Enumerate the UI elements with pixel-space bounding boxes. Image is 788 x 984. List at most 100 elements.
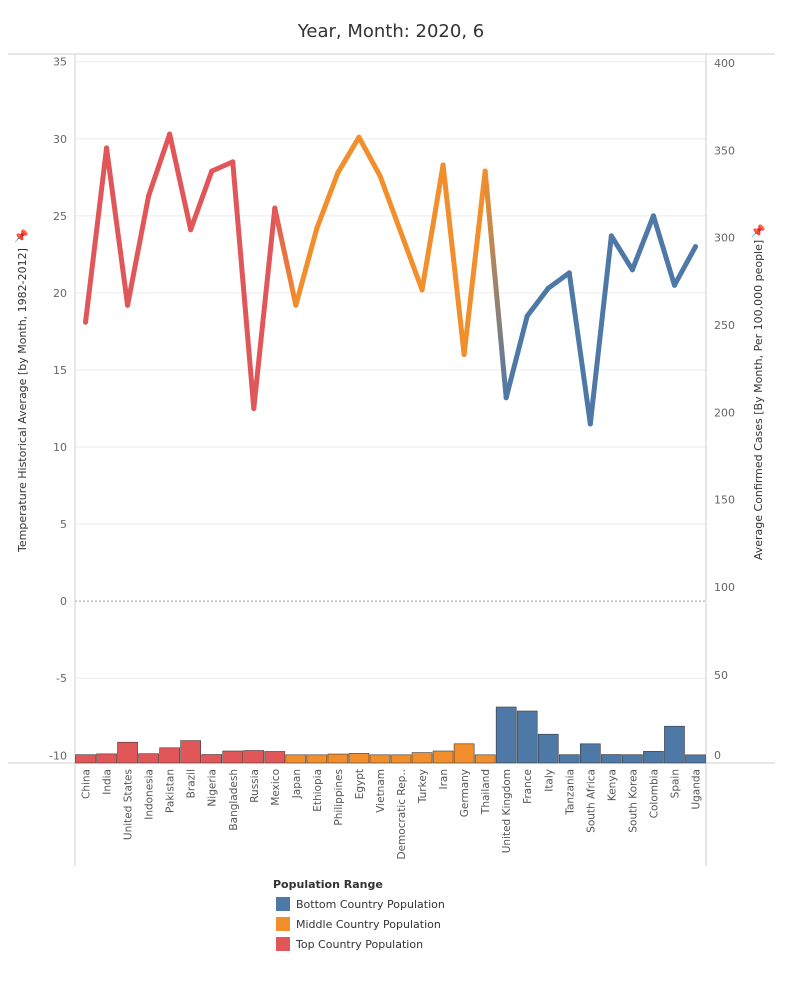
line-segment xyxy=(398,230,425,293)
line-segment xyxy=(356,134,383,179)
bar xyxy=(117,741,138,764)
bar xyxy=(411,752,433,764)
line-point xyxy=(188,227,194,233)
bar xyxy=(622,754,643,764)
line-segment xyxy=(377,173,404,236)
category-label: Philippines xyxy=(333,769,345,826)
line-segment xyxy=(629,213,656,273)
chart-title: Year, Month: 2020, 6 xyxy=(297,21,484,42)
category-label: Colombia xyxy=(648,769,660,818)
left-tick-label: 10 xyxy=(53,441,67,454)
bar xyxy=(390,754,412,764)
line-point xyxy=(419,287,425,293)
line-segment xyxy=(146,131,173,199)
line-point xyxy=(167,131,173,137)
bar xyxy=(201,754,223,764)
category-label: Vietnam xyxy=(375,769,387,813)
line-point xyxy=(272,205,278,211)
grid xyxy=(75,61,706,756)
line-point xyxy=(377,173,383,179)
category-label: Nigeria xyxy=(207,769,219,807)
bar xyxy=(664,725,685,764)
line-segment xyxy=(272,205,299,308)
bar xyxy=(264,751,286,764)
right-tick-label: 200 xyxy=(714,406,735,419)
line-segment xyxy=(440,162,467,358)
category-label: Japan xyxy=(291,769,303,799)
bar xyxy=(96,753,117,764)
line-point xyxy=(440,162,446,168)
category-label: South Africa xyxy=(585,769,597,833)
bar xyxy=(180,740,202,764)
right-tick-label: 300 xyxy=(714,232,735,245)
bars xyxy=(75,706,706,764)
line-segment xyxy=(419,162,446,293)
line-point xyxy=(587,421,593,427)
category-label: Russia xyxy=(249,769,261,803)
category-label: China xyxy=(81,769,93,799)
left-tick-label: -5 xyxy=(56,672,67,685)
line-point xyxy=(629,267,635,273)
category-label: Tanzania xyxy=(564,769,576,816)
pin-icon[interactable]: 📌 xyxy=(751,223,766,238)
line-point xyxy=(482,168,488,174)
line-segment xyxy=(209,159,236,174)
pin-icon[interactable]: 📌 xyxy=(14,228,29,243)
temperature-line xyxy=(83,131,698,427)
bar xyxy=(474,754,496,764)
left-tick-label: 35 xyxy=(53,56,67,69)
left-axis-ticks: 35 30 25 20 15 10 5 0 -5 -10 xyxy=(49,56,67,763)
right-axis-title: Average Confirmed Cases [By Month, Per 1… xyxy=(752,240,765,560)
line-point xyxy=(125,302,131,308)
left-tick-label: -10 xyxy=(49,749,67,762)
right-tick-label: 400 xyxy=(714,57,735,70)
category-label: Thailand xyxy=(480,769,492,815)
line-segment xyxy=(461,168,488,358)
right-tick-label: 100 xyxy=(714,581,735,594)
category-labels: China India United States Indonesia Pakistan… xyxy=(81,769,703,860)
category-label: Bangladesh xyxy=(228,769,240,831)
legend-swatch xyxy=(276,937,290,951)
bar xyxy=(453,743,475,764)
line-segment xyxy=(125,193,152,308)
line-point xyxy=(335,170,341,176)
line-segment xyxy=(545,270,572,291)
line-point xyxy=(503,395,509,401)
category-label: Mexico xyxy=(270,769,282,806)
right-tick-label: 50 xyxy=(714,669,728,682)
right-tick-label: 0 xyxy=(714,749,721,762)
legend-label: Top Country Population xyxy=(295,938,423,951)
line-segment xyxy=(608,233,635,273)
category-label: Italy xyxy=(543,769,555,792)
right-tick-label: 250 xyxy=(714,319,735,332)
bar xyxy=(495,706,517,764)
left-tick-label: 20 xyxy=(53,287,67,300)
line-point xyxy=(83,319,89,325)
right-tick-label: 350 xyxy=(714,144,735,157)
line-segment xyxy=(482,168,509,401)
left-tick-label: 5 xyxy=(60,518,67,531)
line-segment xyxy=(335,134,362,176)
line-point xyxy=(356,134,362,140)
line-point xyxy=(524,313,530,319)
line-segment xyxy=(503,313,530,401)
line-point xyxy=(608,233,614,239)
legend-swatch xyxy=(276,897,290,911)
line-segment xyxy=(230,159,257,411)
category-label: Germany xyxy=(459,769,471,817)
bar xyxy=(516,710,538,764)
line-segment xyxy=(293,225,320,308)
right-axis-ticks: 400 350 300 250 200 150 100 50 0 xyxy=(714,57,735,762)
line-segment xyxy=(314,170,341,231)
category-label: Kenya xyxy=(606,769,618,801)
category-label: South Korea xyxy=(627,769,639,833)
bar xyxy=(369,754,391,764)
line-point xyxy=(398,230,404,236)
line-segment xyxy=(251,205,278,411)
line-segment xyxy=(671,244,698,288)
bar xyxy=(685,754,706,764)
line-point xyxy=(104,145,110,151)
left-axis-title: Temperature Historical Average [by Month… xyxy=(16,248,29,553)
legend-title: Population Range xyxy=(273,878,383,891)
bar xyxy=(327,753,349,764)
